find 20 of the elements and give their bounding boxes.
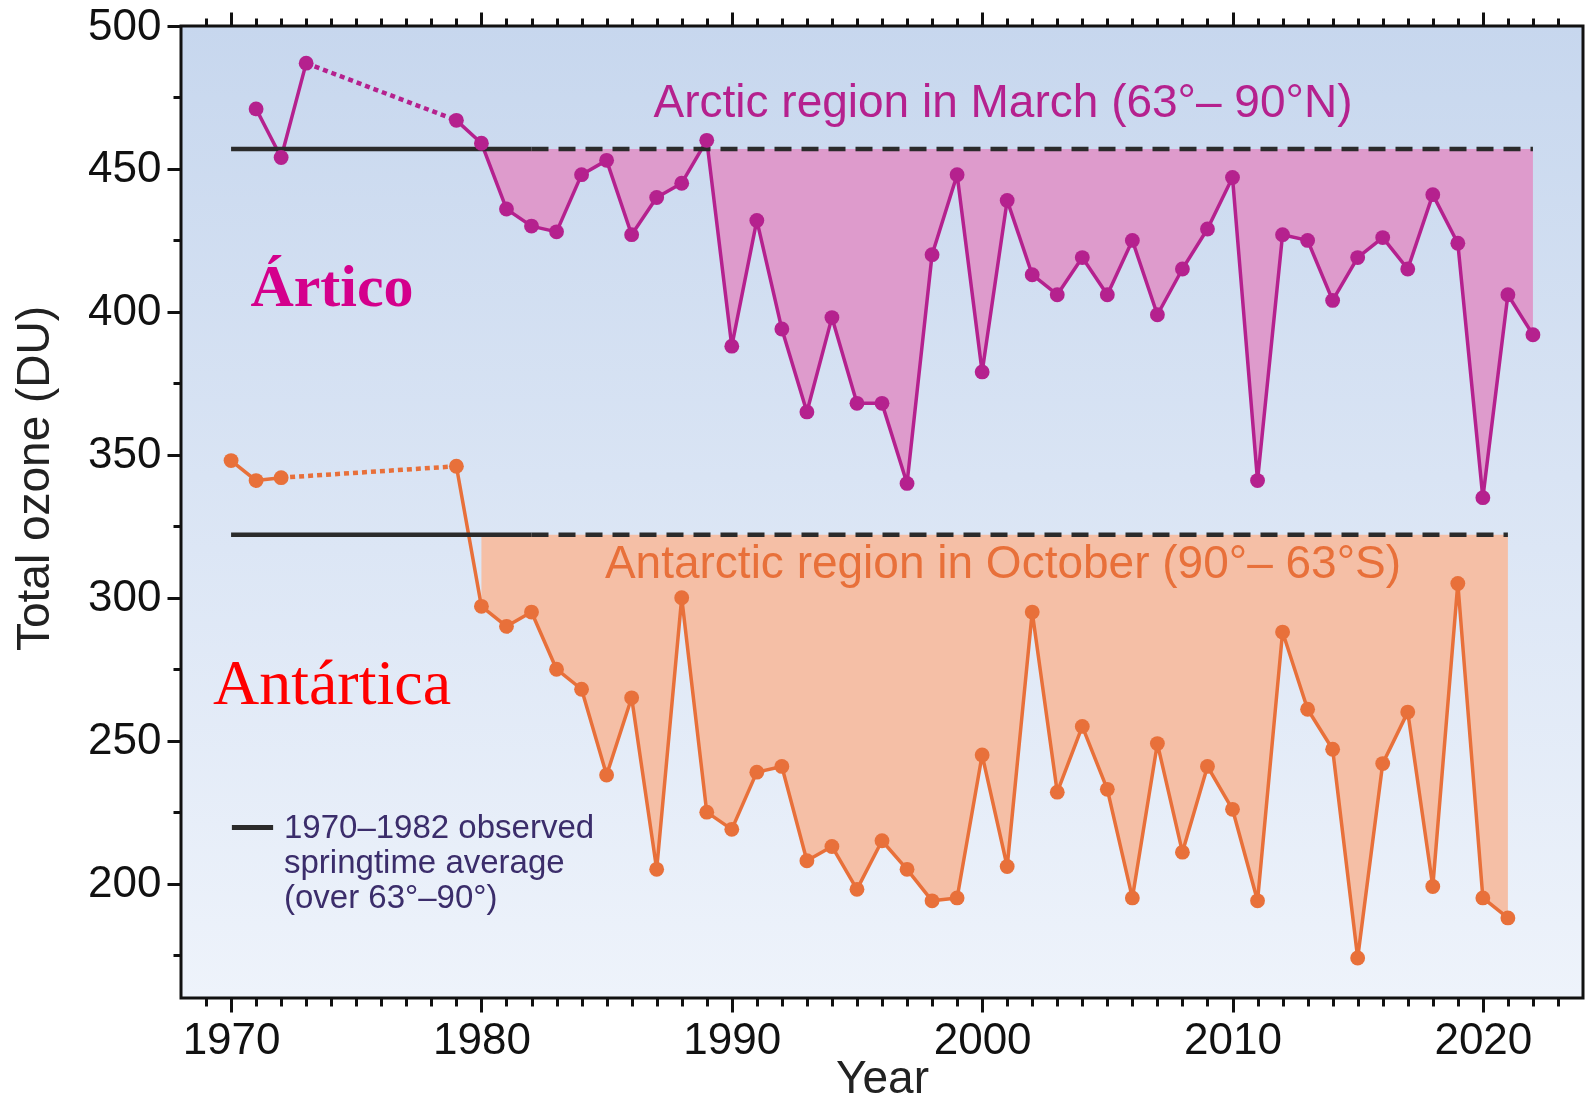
- y-axis-title: Total ozone (DU): [6, 305, 59, 652]
- legend-label: 1970–1982 observed springtime average (over 63°–90°): [284, 807, 595, 915]
- series-label: Arctic region in March (63°– 90°N): [653, 75, 1353, 127]
- annotation: Ártico: [250, 253, 414, 319]
- series-label: Antarctic region in October (90°– 63°S): [604, 536, 1402, 588]
- y-tick-label: 350: [88, 428, 162, 478]
- x-tick-label: 2000: [933, 1013, 1032, 1063]
- x-axis-title: Year: [836, 1050, 929, 1103]
- y-tick-label: 250: [88, 714, 162, 764]
- x-tick-label: 2010: [1184, 1013, 1282, 1063]
- y-tick-label: 300: [88, 571, 162, 621]
- y-tick-label: 200: [88, 857, 162, 907]
- x-tick-label: 2020: [1434, 1013, 1533, 1063]
- x-tick-label: 1970: [182, 1013, 281, 1063]
- annotation: Antártica: [212, 647, 452, 718]
- y-tick-label: 400: [88, 285, 162, 335]
- y-tick-label: 450: [88, 142, 162, 192]
- x-tick-label: 1980: [432, 1013, 531, 1063]
- y-tick-label: 500: [88, 0, 162, 49]
- x-tick-label: 1990: [683, 1013, 782, 1063]
